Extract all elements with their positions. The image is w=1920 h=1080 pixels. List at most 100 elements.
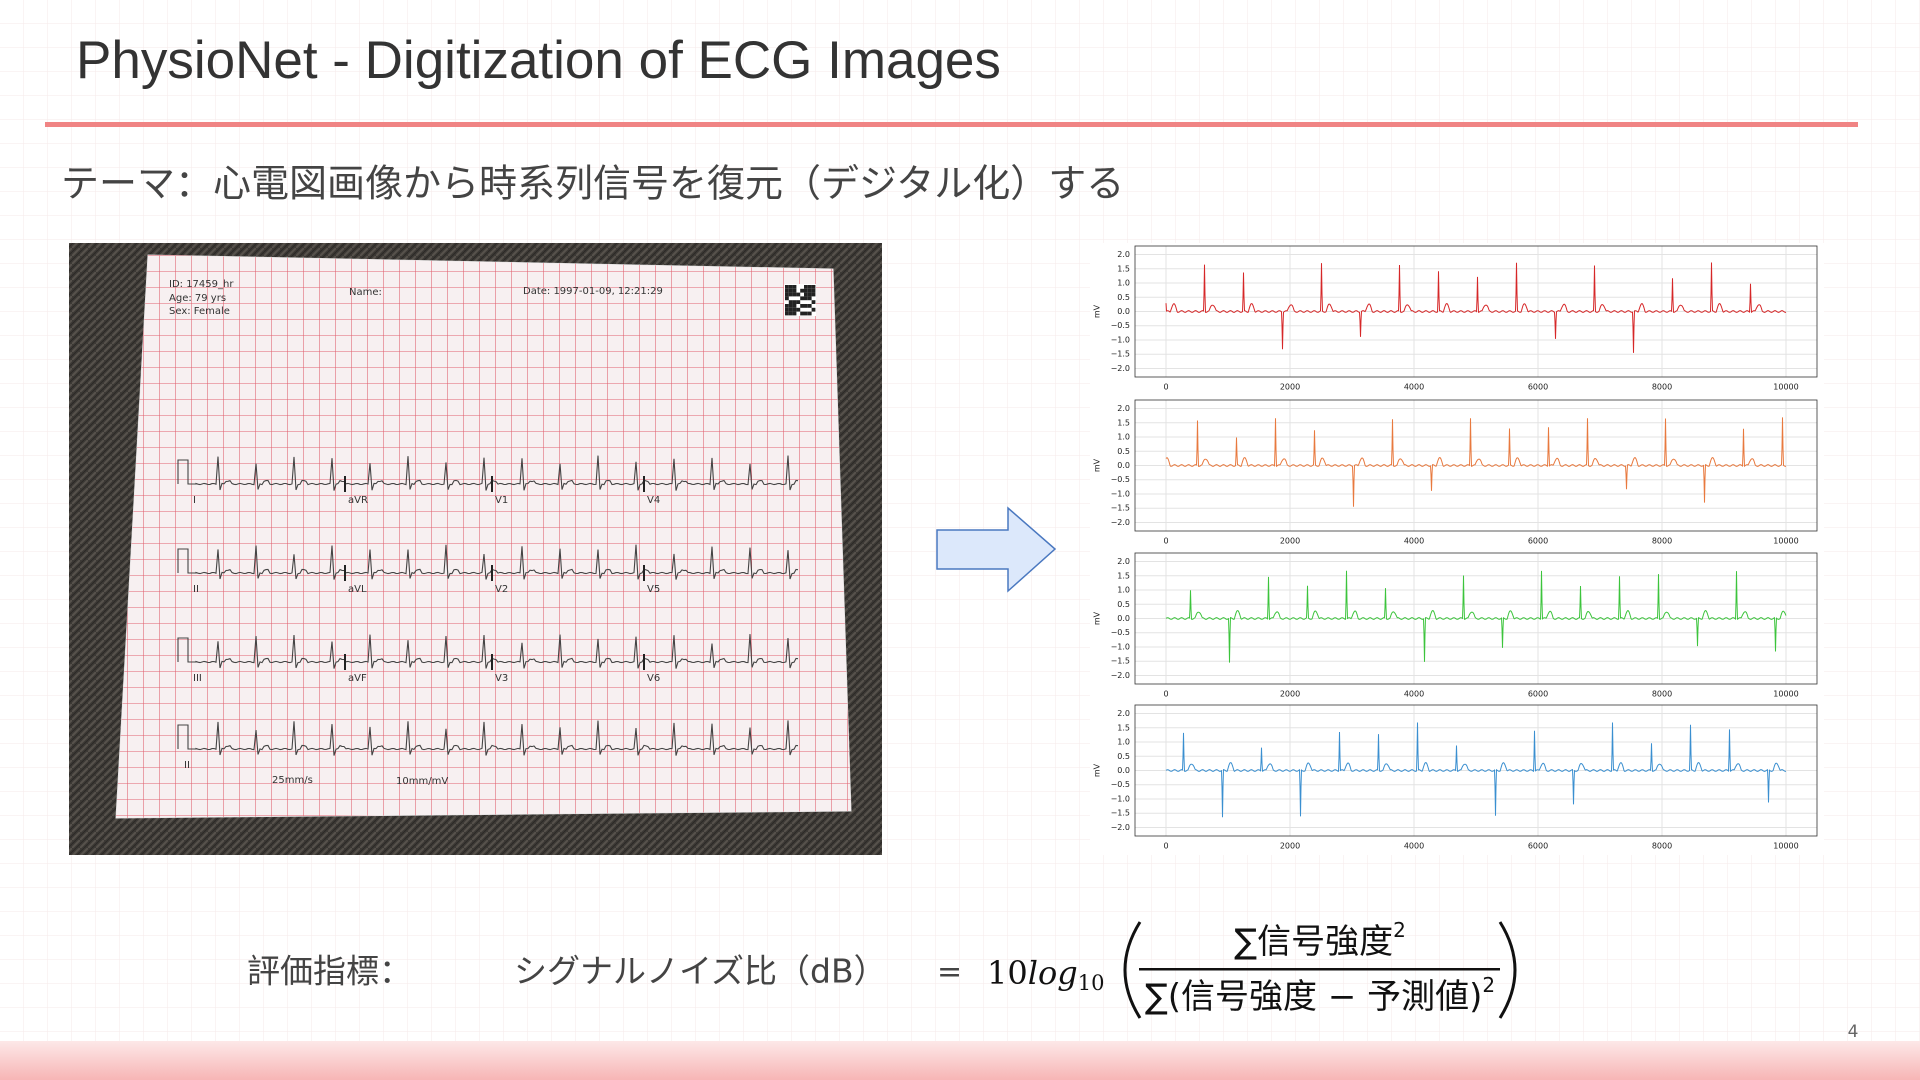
qr-cell bbox=[807, 311, 812, 316]
qr-cell bbox=[792, 311, 797, 316]
title-rule bbox=[45, 122, 1858, 127]
qr-cell bbox=[785, 296, 789, 301]
plot-trace bbox=[1165, 570, 1787, 663]
numerator: ∑信号強度2 bbox=[1234, 918, 1406, 962]
y-tick-label: 2.0 bbox=[1117, 709, 1130, 718]
qr-cell bbox=[792, 304, 797, 308]
qr-code bbox=[784, 284, 816, 316]
qr-cell bbox=[807, 304, 812, 308]
metric-label: 評価指標： bbox=[247, 952, 412, 991]
qr-cell bbox=[804, 304, 808, 308]
title: PhysioNet - Digitization of ECG Images bbox=[76, 31, 1001, 90]
plot-frame bbox=[1134, 245, 1818, 378]
y-tick-label: −1.0 bbox=[1111, 489, 1130, 498]
y-tick-label: −2.0 bbox=[1111, 518, 1130, 527]
x-tick-label: 10000 bbox=[1773, 690, 1798, 699]
y-tick-label: 2.0 bbox=[1117, 557, 1130, 566]
exponent: 2 bbox=[1482, 973, 1495, 997]
denominator: ∑(信号強度 − 予測値)2 bbox=[1145, 973, 1495, 1017]
qr-cell bbox=[788, 285, 793, 289]
qr-cell bbox=[804, 285, 808, 289]
paper-id: ID: 17459_hr bbox=[169, 279, 234, 290]
paper-date: Date: 1997-01-09, 12:21:29 bbox=[523, 286, 663, 297]
y-tick-label: −1.5 bbox=[1111, 657, 1130, 666]
x-tick-label: 4000 bbox=[1404, 383, 1424, 392]
x-tick-label: 8000 bbox=[1652, 537, 1672, 546]
x-tick-label: 4000 bbox=[1404, 842, 1424, 851]
qr-cell bbox=[792, 292, 797, 297]
x-tick-label: 8000 bbox=[1652, 383, 1672, 392]
exponent: 2 bbox=[1393, 918, 1406, 942]
x-tick-label: 10000 bbox=[1773, 537, 1798, 546]
y-tick-label: 2.0 bbox=[1117, 250, 1130, 259]
y-tick-label: 1.0 bbox=[1117, 738, 1130, 747]
qr-cell bbox=[800, 311, 804, 316]
qr-cell bbox=[811, 292, 816, 297]
paper-gain: 10mm/mV bbox=[396, 776, 448, 787]
y-tick-label: −1.5 bbox=[1111, 809, 1130, 818]
qr-cell bbox=[807, 292, 812, 297]
qr-cell bbox=[785, 304, 789, 308]
qr-cell bbox=[811, 307, 816, 312]
paper-sex: Sex: Female bbox=[169, 306, 230, 317]
formula-equals: = bbox=[937, 955, 962, 990]
qr-cell bbox=[807, 285, 812, 289]
qr-cell bbox=[792, 285, 797, 289]
lead-label: III bbox=[193, 673, 202, 684]
qr-cell bbox=[785, 288, 789, 293]
x-tick-label: 6000 bbox=[1528, 842, 1548, 851]
y-tick-label: −1.0 bbox=[1111, 335, 1130, 344]
qr-cell bbox=[788, 300, 793, 304]
qr-cell bbox=[811, 288, 816, 293]
qr-cell bbox=[811, 300, 816, 304]
x-tick-label: 8000 bbox=[1652, 842, 1672, 851]
y-axis-label: mV bbox=[1093, 304, 1102, 318]
paper-age: Age: 79 yrs bbox=[169, 293, 226, 304]
qr-cell bbox=[804, 311, 808, 316]
qr-cell bbox=[788, 307, 793, 312]
x-tick-label: 6000 bbox=[1528, 690, 1548, 699]
y-tick-label: 0.5 bbox=[1117, 447, 1130, 456]
y-tick-label: −0.5 bbox=[1111, 780, 1130, 789]
lead-label: V4 bbox=[647, 495, 660, 506]
x-tick-label: 10000 bbox=[1773, 383, 1798, 392]
lead-label: aVR bbox=[348, 495, 368, 506]
qr-cell bbox=[796, 307, 801, 312]
lead-label: V5 bbox=[647, 584, 660, 595]
qr-cell bbox=[788, 304, 793, 308]
qr-cell bbox=[804, 296, 808, 301]
x-tick-label: 4000 bbox=[1404, 690, 1424, 699]
lead-label: I bbox=[193, 495, 196, 506]
subtitle: テーマ：心電図画像から時系列信号を復元（デジタル化）する bbox=[61, 162, 1124, 206]
x-tick-label: 4000 bbox=[1404, 537, 1424, 546]
y-tick-label: −2.0 bbox=[1111, 364, 1130, 373]
y-tick-label: 0.5 bbox=[1117, 600, 1130, 609]
y-tick-label: −2.0 bbox=[1111, 671, 1130, 680]
qr-cell bbox=[785, 285, 789, 289]
x-tick-label: 0 bbox=[1163, 383, 1168, 392]
x-tick-label: 2000 bbox=[1280, 383, 1300, 392]
y-tick-label: −0.5 bbox=[1111, 321, 1130, 330]
y-axis-label: mV bbox=[1093, 763, 1102, 777]
y-tick-label: 1.5 bbox=[1117, 264, 1130, 273]
x-tick-label: 2000 bbox=[1280, 537, 1300, 546]
y-tick-label: 0.0 bbox=[1117, 766, 1130, 775]
formula-lhs: シグナルノイズ比（dB） bbox=[514, 952, 887, 991]
qr-cell bbox=[792, 288, 797, 293]
qr-cell bbox=[785, 307, 789, 312]
y-tick-label: −2.0 bbox=[1111, 823, 1130, 832]
y-tick-label: 0.0 bbox=[1117, 614, 1130, 623]
y-tick-label: 0.5 bbox=[1117, 293, 1130, 302]
formula-log: 10log10 bbox=[987, 954, 1104, 995]
x-tick-label: 6000 bbox=[1528, 537, 1548, 546]
y-tick-label: 0.0 bbox=[1117, 461, 1130, 470]
y-tick-label: 1.0 bbox=[1117, 586, 1130, 595]
plot-frame bbox=[1134, 399, 1818, 532]
y-tick-label: 0.0 bbox=[1117, 307, 1130, 316]
lead-label: V3 bbox=[495, 673, 508, 684]
y-axis-label: mV bbox=[1093, 611, 1102, 625]
plot-trace bbox=[1165, 262, 1787, 353]
qr-cell bbox=[785, 311, 789, 316]
y-tick-label: −1.0 bbox=[1111, 642, 1130, 651]
y-tick-label: 0.5 bbox=[1117, 752, 1130, 761]
